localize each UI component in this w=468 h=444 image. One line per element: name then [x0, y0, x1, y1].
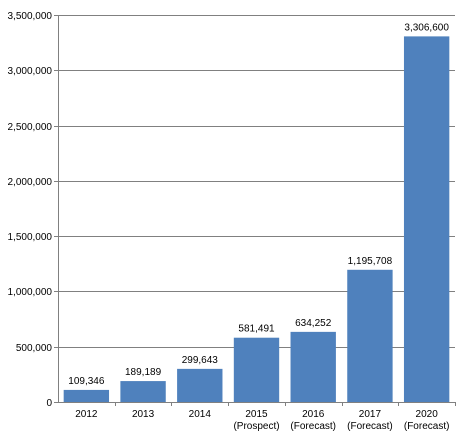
x-category-label-line: 2014: [189, 409, 212, 420]
data-label: 109,346: [68, 376, 105, 387]
y-axis: 0 500,000 1,000,000 1,500,000 2,000,000 2,500…: [8, 11, 59, 409]
x-category-label-line: (Forecast): [290, 421, 336, 432]
x-axis: 2012 2013 2014 2015 (Prospect)2016 (Forecast)…: [58, 402, 456, 432]
bar: [347, 269, 393, 402]
x-category-label: 2017 (Forecast): [347, 409, 393, 432]
bars: [63, 36, 450, 402]
bar: [120, 381, 166, 402]
x-category-label-line: (Prospect): [233, 421, 279, 432]
y-tick-label: 1,000,000: [8, 287, 53, 298]
data-labels: 109,346 189,189 299,643 581,491 634,252 1,195…: [68, 22, 449, 387]
x-category-label: 2015 (Prospect): [233, 409, 279, 432]
x-category-label-line: 2016: [302, 409, 325, 420]
x-category-label-line: 2012: [75, 409, 98, 420]
x-category-label-line: (Forecast): [347, 421, 393, 432]
bar: [233, 337, 280, 402]
x-category-label-line: 2015: [245, 409, 268, 420]
x-category-label: 2016 (Forecast): [290, 409, 336, 432]
x-category-label: 2020 (Forecast): [404, 409, 450, 432]
gridlines: [58, 15, 455, 403]
x-category-label-line: 2013: [132, 409, 155, 420]
bar: [290, 331, 336, 402]
y-tick-label: 2,000,000: [8, 177, 53, 188]
x-category-label: 2012: [75, 409, 98, 420]
y-tick-label: 2,500,000: [8, 122, 53, 133]
data-label: 581,491: [238, 324, 275, 335]
data-label: 189,189: [125, 367, 162, 378]
x-category-label-line: (Forecast): [404, 421, 450, 432]
y-tick-label: 3,500,000: [8, 11, 53, 22]
y-tick-label: 3,000,000: [8, 66, 53, 77]
x-category-label-line: 2020: [416, 409, 439, 420]
y-tick-label: 1,500,000: [8, 232, 53, 243]
y-tick-label: 0: [46, 398, 52, 409]
data-label: 299,643: [182, 355, 219, 366]
x-category-label: 2013: [132, 409, 155, 420]
x-category-label: 2014: [189, 409, 212, 420]
bar: [177, 368, 223, 402]
x-category-label-line: 2017: [359, 409, 382, 420]
y-tick-label: 500,000: [16, 343, 53, 354]
data-label: 634,252: [295, 318, 332, 329]
data-label: 3,306,600: [404, 22, 449, 33]
data-label: 1,195,708: [348, 256, 393, 267]
bar: [63, 389, 110, 402]
bar: [403, 36, 450, 402]
